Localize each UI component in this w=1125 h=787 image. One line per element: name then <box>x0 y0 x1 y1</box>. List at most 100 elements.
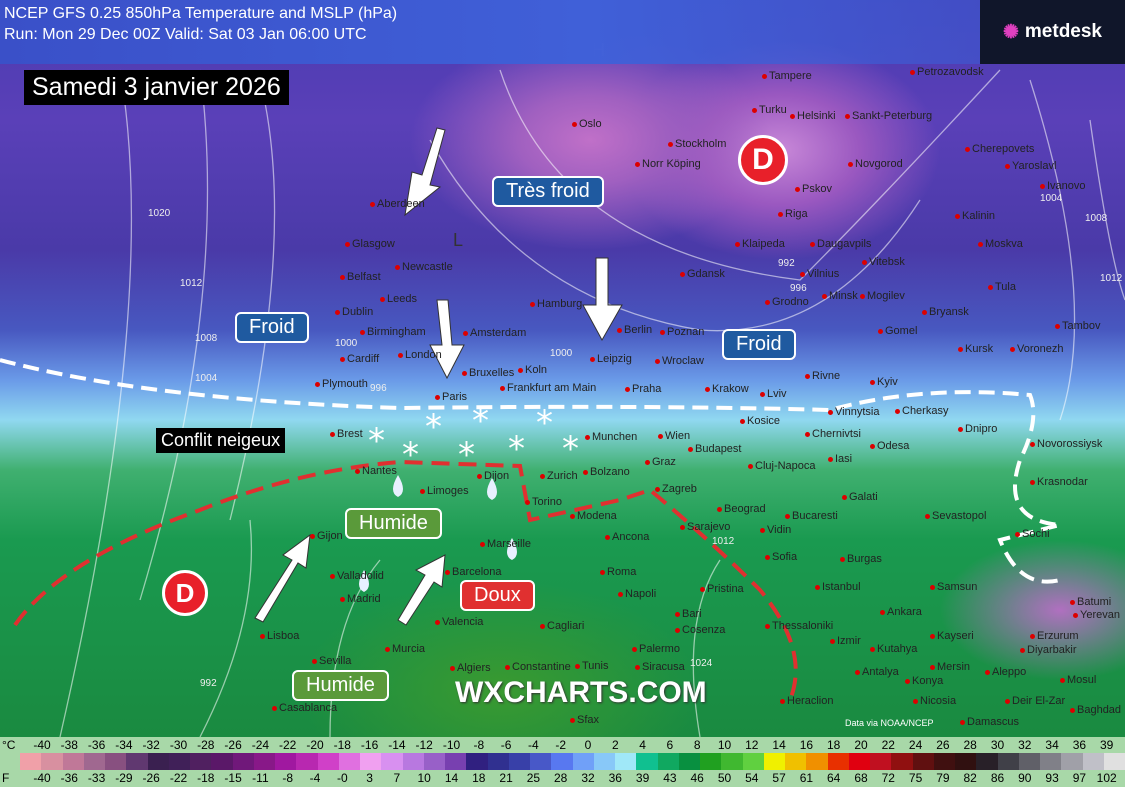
legend-tick: 25 <box>526 771 541 785</box>
city-label: Belfast <box>340 271 381 283</box>
city-label: Leipzig <box>590 353 632 365</box>
city-label: Plymouth <box>315 378 368 390</box>
city-label: Grodno <box>765 296 809 308</box>
isobar-label: 1004 <box>195 373 218 384</box>
legend-swatch <box>168 753 190 770</box>
legend-tick: 72 <box>881 771 895 785</box>
legend-tick: 50 <box>717 771 732 785</box>
legend-swatch <box>508 753 530 770</box>
legend-swatch <box>848 753 870 770</box>
city-label: Modena <box>570 510 617 522</box>
city-label: Gijon <box>310 530 343 542</box>
city-label: Baghdad <box>1070 704 1121 716</box>
city-label: Tambov <box>1055 320 1101 332</box>
city-label: Aleppo <box>985 666 1026 678</box>
legend-swatch <box>423 753 445 770</box>
isobar-label: 996 <box>790 283 807 294</box>
legend-swatch <box>487 753 509 770</box>
legend-tick: -15 <box>224 771 242 785</box>
legend-swatch <box>147 753 169 770</box>
raindrop-icon <box>487 478 497 500</box>
legend-tick: -38 <box>60 738 78 752</box>
legend-tick: -0 <box>336 771 348 785</box>
legend-swatch <box>976 753 998 770</box>
legend-swatch <box>1103 753 1125 770</box>
legend-tick: 36 <box>608 771 622 785</box>
city-label: Madrid <box>340 593 381 605</box>
city-label: Zagreb <box>655 483 697 495</box>
city-label: London <box>398 349 442 361</box>
legend-tick: 68 <box>854 771 868 785</box>
legend-swatch <box>1082 753 1104 770</box>
legend-swatch <box>232 753 254 770</box>
legend-tick: -22 <box>279 738 297 752</box>
legend-tick: 22 <box>881 738 895 752</box>
city-label: Kutahya <box>870 643 917 655</box>
low-pressure-mark: L <box>453 230 464 250</box>
city-label: Vitebsk <box>862 256 905 268</box>
city-label: Nantes <box>355 465 397 477</box>
low-pressure-center-west: D <box>162 570 208 616</box>
city-label: Heraclion <box>780 695 833 707</box>
legend-swatch <box>275 753 297 770</box>
legend-swatch <box>870 753 892 770</box>
legend-swatch <box>83 753 105 770</box>
snowflake-icon: * <box>458 435 475 475</box>
city-label: Valladolid <box>330 570 384 582</box>
legend-swatch <box>933 753 955 770</box>
legend-tick: 10 <box>717 738 732 752</box>
city-label: Amsterdam <box>463 327 526 339</box>
city-label: Budapest <box>688 443 741 455</box>
city-label: Gdansk <box>680 268 725 280</box>
arrow-icon <box>254 533 311 623</box>
city-label: Cardiff <box>340 353 379 365</box>
legend-tick: -30 <box>169 738 188 752</box>
legend-swatch <box>551 753 573 770</box>
snowflakes: * * ** ** ** <box>368 401 579 475</box>
city-label: Novorossiysk <box>1030 438 1102 450</box>
legend-swatch <box>1040 753 1062 770</box>
legend-swatch <box>700 753 722 770</box>
city-label: Batumi <box>1070 596 1111 608</box>
isobar-label: 1008 <box>195 333 218 344</box>
city-label: Kalinin <box>955 210 995 222</box>
legend-tick: -24 <box>251 738 270 752</box>
city-label: Bari <box>675 608 702 620</box>
city-label: Paris <box>435 391 467 403</box>
legend-tick: 16 <box>799 738 814 752</box>
city-label: Bryansk <box>922 306 969 318</box>
legend-tick: -11 <box>252 771 269 785</box>
isobar-label: 1012 <box>712 536 735 547</box>
arrow-icon <box>397 554 446 626</box>
legend-tick: -8 <box>282 771 294 785</box>
isobar-label: 1012 <box>1100 273 1123 284</box>
legend-tick: 61 <box>799 771 814 785</box>
city-label: Marseille <box>480 538 531 550</box>
legend-tick: 82 <box>963 771 977 785</box>
legend-tick: -28 <box>197 738 215 752</box>
label-froid-west: Froid <box>235 312 309 343</box>
legend-tick: 39 <box>635 771 650 785</box>
isobar-label: 1012 <box>180 278 203 289</box>
legend-swatch <box>785 753 807 770</box>
legend-tick: 102 <box>1096 771 1117 785</box>
city-label: Casablanca <box>272 702 337 714</box>
celsius-unit: °C <box>2 738 16 752</box>
legend-tick: 75 <box>908 771 923 785</box>
city-label: Ancona <box>605 531 649 543</box>
city-label: Roma <box>600 566 636 578</box>
legend-tick: -12 <box>415 738 433 752</box>
city-label: Murcia <box>385 643 425 655</box>
legend-tick: 10 <box>417 771 431 785</box>
logo-text: metdesk <box>1024 21 1103 42</box>
legend-tick: 14 <box>772 738 786 752</box>
legend-tick: 32 <box>1018 738 1032 752</box>
city-label: Kursk <box>958 343 993 355</box>
legend-tick: -40 <box>33 738 51 752</box>
city-label: Burgas <box>840 553 882 565</box>
isobar-label: 992 <box>200 678 217 689</box>
label-humide-north: Humide <box>345 508 442 539</box>
city-label: Rivne <box>805 370 840 382</box>
city-label: Mogilev <box>860 290 905 302</box>
city-label: Palermo <box>632 643 680 655</box>
